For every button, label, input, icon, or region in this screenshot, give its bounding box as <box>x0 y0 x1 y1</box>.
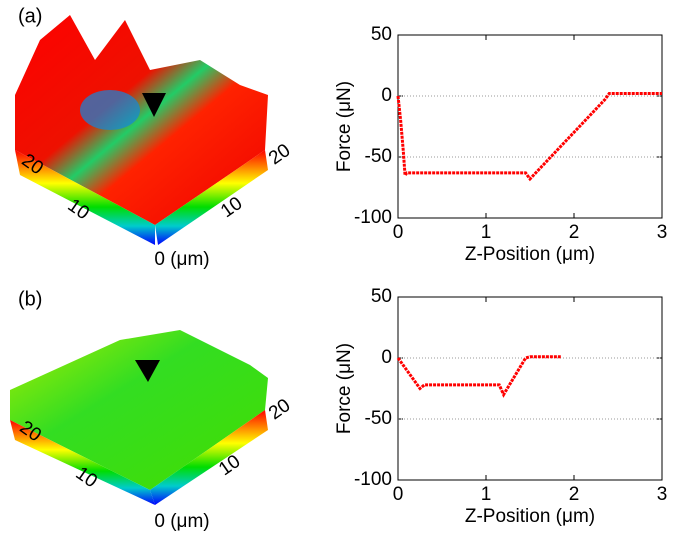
surface-axis-label: 0 (μm) <box>154 249 209 270</box>
y-tick-label: -100 <box>354 469 392 490</box>
y-tick-label: -100 <box>354 207 392 228</box>
x-tick-label: 0 <box>393 222 404 243</box>
x-axis-label: Z-Position (μm) <box>465 244 595 265</box>
panel-label: (b) <box>18 288 42 310</box>
force-curve <box>396 92 662 182</box>
panel-label: (a) <box>18 5 42 27</box>
x-tick-label: 3 <box>657 484 668 505</box>
y-tick-label: 50 <box>371 24 392 45</box>
y-axis-label: Force (μN) <box>334 81 355 172</box>
x-tick-label: 1 <box>481 484 492 505</box>
plot-frame <box>397 34 663 219</box>
x-axis-label: Z-Position (μm) <box>465 506 595 527</box>
y-tick-label: -50 <box>365 146 392 167</box>
x-tick-label: 2 <box>569 222 580 243</box>
y-axis-label: Force (μN) <box>334 343 355 434</box>
surface-axis-label: 0 (μm) <box>154 511 209 532</box>
force-curve <box>396 355 561 398</box>
x-tick-label: 1 <box>481 222 492 243</box>
x-tick-label: 2 <box>569 484 580 505</box>
surface-b <box>10 330 268 505</box>
plot-frame <box>397 296 663 481</box>
x-tick-label: 3 <box>657 222 668 243</box>
surface-axis-label: 20 <box>265 395 294 424</box>
surface-a <box>15 15 268 245</box>
y-tick-label: 0 <box>381 347 392 368</box>
y-tick-label: -50 <box>365 408 392 429</box>
y-tick-label: 0 <box>381 85 392 106</box>
y-tick-label: 50 <box>371 286 392 307</box>
x-tick-label: 0 <box>393 484 404 505</box>
surface-axis-label: 20 <box>265 140 294 169</box>
